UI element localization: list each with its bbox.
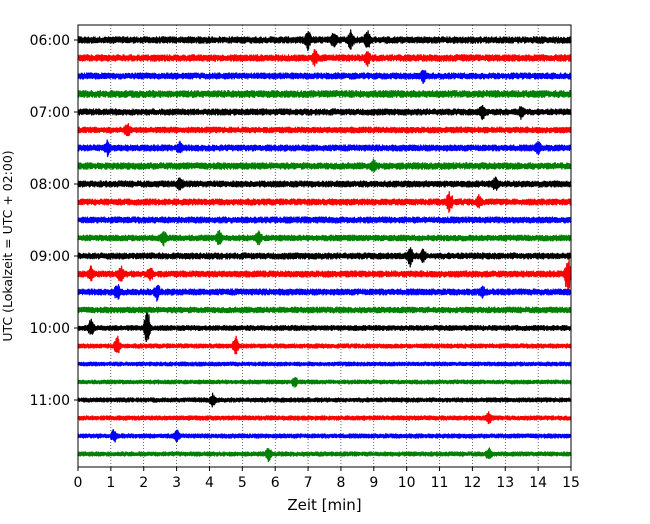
x-tick-label: 13 bbox=[496, 475, 514, 491]
x-axis: 0 1 2 3 4 5 6 7 8 9 10 11 12 13 14 15 bbox=[74, 467, 580, 491]
x-tick-label: 9 bbox=[369, 475, 378, 491]
y-tick-label: 11:00 bbox=[30, 393, 70, 409]
y-tick-label: 07:00 bbox=[30, 105, 70, 121]
x-tick-label: 10 bbox=[398, 475, 416, 491]
x-tick-label: 3 bbox=[172, 475, 181, 491]
seismogram-trace bbox=[77, 392, 572, 408]
seismogram-trace bbox=[77, 247, 572, 268]
y-tick-label: 09:00 bbox=[30, 249, 70, 265]
y-tick-label: 10:00 bbox=[30, 321, 70, 337]
seismogram-trace bbox=[77, 312, 572, 343]
x-tick-label: 12 bbox=[463, 475, 481, 491]
seismogram-trace bbox=[77, 139, 572, 158]
seismogram-trace bbox=[77, 335, 572, 355]
seismogram-trace bbox=[77, 158, 572, 173]
seismogram-trace bbox=[77, 191, 572, 213]
plot-background bbox=[78, 25, 571, 467]
x-tick-label: 15 bbox=[562, 475, 580, 491]
seismogram-trace bbox=[77, 216, 572, 224]
x-tick-label: 5 bbox=[238, 475, 247, 491]
seismogram-trace bbox=[77, 69, 572, 84]
seismogram-trace bbox=[77, 306, 572, 314]
seismogram-trace bbox=[77, 89, 572, 99]
x-tick-label: 11 bbox=[431, 475, 449, 491]
x-tick-label: 2 bbox=[139, 475, 148, 491]
x-axis-label: Zeit [min] bbox=[287, 496, 361, 514]
x-tick-label: 7 bbox=[304, 475, 313, 491]
seismogram-trace bbox=[77, 258, 572, 294]
x-tick-label: 6 bbox=[271, 475, 280, 491]
seismogram-trace bbox=[77, 123, 572, 137]
seismogram-trace bbox=[77, 377, 572, 388]
seismogram-trace bbox=[77, 411, 572, 425]
plot-frame bbox=[77, 24, 572, 468]
seismogram-trace bbox=[77, 104, 572, 121]
seismogram-trace bbox=[77, 284, 572, 302]
seismogram-trace bbox=[77, 361, 572, 367]
seismogram-trace bbox=[77, 49, 572, 67]
seismogram-trace bbox=[77, 176, 572, 191]
trace-group bbox=[77, 29, 572, 463]
seismogram-trace bbox=[77, 428, 572, 443]
seismogram-trace bbox=[77, 447, 572, 463]
y-tick-label: 06:00 bbox=[30, 33, 70, 49]
x-tick-label: 4 bbox=[205, 475, 214, 491]
y-axis: 06:00 07:00 08:00 09:00 10:00 11:00 bbox=[30, 33, 78, 409]
x-tick-label: 1 bbox=[106, 475, 115, 491]
y-tick-label: 08:00 bbox=[30, 177, 70, 193]
x-tick-label: 0 bbox=[74, 475, 83, 491]
seismogram-trace bbox=[77, 229, 572, 247]
seismogram-trace bbox=[77, 29, 572, 52]
x-tick-label: 8 bbox=[336, 475, 345, 491]
x-tick-label: 14 bbox=[529, 475, 547, 491]
y-axis-label: UTC (Lokalzeit = UTC + 02:00) bbox=[0, 150, 15, 341]
